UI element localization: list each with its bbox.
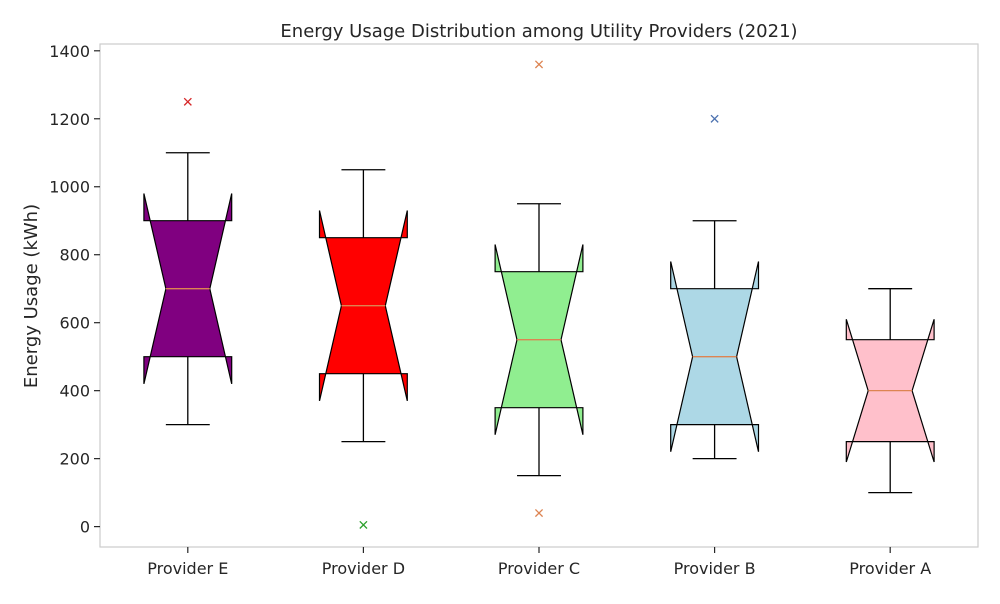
box-provider-e <box>143 97 233 426</box>
box-provider-d <box>318 169 408 529</box>
y-tick-label: 1400 <box>49 42 90 61</box>
y-tick-label: 600 <box>59 314 90 333</box>
y-tick-label: 200 <box>59 450 90 469</box>
x-tick-label: Provider A <box>849 559 931 578</box>
outlier-point <box>534 508 544 518</box>
box-series <box>143 60 935 529</box>
y-axis-ticks: 0 200 400 600 800 1000 1200 1400 <box>49 42 100 537</box>
x-tick-label: Provider B <box>674 559 756 578</box>
x-axis-ticks: Provider E Provider D Provider C Provider B… <box>147 547 931 578</box>
box-provider-a <box>845 288 935 494</box>
x-tick-label: Provider D <box>322 559 405 578</box>
y-tick-label: 800 <box>59 246 90 265</box>
box-provider-c <box>494 60 584 518</box>
y-axis-label: Energy Usage (kWh) <box>21 204 42 388</box>
box-provider-b <box>670 114 760 460</box>
x-tick-label: Provider C <box>498 559 580 578</box>
outlier-point <box>710 114 719 123</box>
y-tick-label: 1200 <box>49 110 90 129</box>
y-tick-label: 1000 <box>49 178 90 197</box>
outlier-point <box>359 520 368 529</box>
x-tick-label: Provider E <box>147 559 228 578</box>
outlier-point <box>183 97 192 106</box>
y-tick-label: 0 <box>80 518 90 537</box>
outlier-point <box>534 60 544 69</box>
chart-title: Energy Usage Distribution among Utility … <box>280 21 797 42</box>
y-tick-label: 400 <box>59 382 90 401</box>
